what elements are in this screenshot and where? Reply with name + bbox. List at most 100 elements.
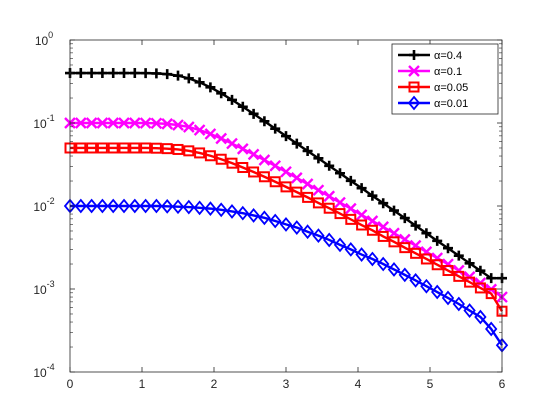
data-point [399,242,411,254]
data-point [356,219,368,231]
data-point [378,198,389,209]
data-point [248,166,260,178]
data-point [301,178,314,190]
x-tick-label: 6 [499,377,506,391]
data-point [97,68,108,79]
data-point [313,153,324,164]
legend-item: α=0.4 [398,50,462,62]
data-point [150,142,162,154]
data-point [453,250,464,261]
data-point [117,198,131,214]
x-tick-label: 3 [283,377,290,391]
data-point [204,128,217,140]
data-point [420,278,433,294]
data-point [237,161,249,173]
data-point [486,273,497,284]
data-point [183,145,195,157]
data-point [215,153,227,165]
data-point [161,143,173,155]
data-point [324,160,335,171]
y-tick-base: 10 [33,283,47,297]
data-point [474,309,487,325]
data-point [247,148,260,161]
data-point [301,224,314,240]
data-point [85,198,98,214]
legend-item: α=0.05 [398,81,468,94]
data-point [409,50,419,60]
data-point [247,208,260,223]
y-tick-label: 10-2 [33,196,54,214]
y-tick-exponent: 0 [48,30,53,40]
series-0 [65,68,507,284]
data-point [431,259,443,271]
data-point [216,88,227,99]
series-3 [63,198,509,353]
data-point [344,202,357,215]
data-point [464,276,476,288]
data-point [388,236,400,248]
y-tick-label: 10-3 [33,279,54,297]
data-point [269,159,282,172]
data-point [269,176,281,188]
data-point [204,201,217,217]
data-point [258,171,270,183]
legend: α=0.4 α=0.1 α=0.05 α=0.01 [391,43,499,115]
data-point [118,142,130,154]
legend-item: α=0.01 [398,95,468,111]
data-point [194,147,206,159]
data-point [128,198,141,214]
data-point [345,213,357,225]
data-point [129,142,141,154]
data-point [312,197,324,209]
data-point [421,228,432,239]
data-point [485,321,498,337]
data-point [356,183,367,194]
data-point [236,205,249,221]
data-point [204,150,216,162]
data-point [150,117,163,130]
data-point [258,210,271,226]
data-point [398,267,411,283]
data-point [367,190,378,201]
data-point [441,290,455,306]
data-point [151,68,162,79]
data-point [344,241,357,257]
data-point [205,82,216,93]
data-point [408,65,420,77]
data-point [323,190,336,203]
data-point [335,168,345,179]
data-point [334,208,346,220]
data-point [225,204,239,219]
data-point [302,145,313,156]
data-point [85,117,98,129]
data-point [139,198,152,214]
data-point [258,154,271,166]
data-point [475,265,486,276]
data-point [366,251,379,267]
data-point [323,232,336,248]
data-point [74,117,87,129]
data-point [464,258,475,269]
data-point [139,117,152,129]
data-point [463,303,476,318]
data-point [389,205,399,216]
data-point [333,237,347,253]
data-point [129,68,140,79]
data-point [172,143,184,155]
data-point [355,209,368,221]
y-tick-exponent: -1 [47,113,55,123]
data-point [107,117,120,129]
y-tick-exponent: -4 [47,362,55,372]
data-point [161,198,174,214]
data-point [162,69,173,80]
data-point [74,198,87,214]
y-tick-label: 100 [35,30,53,48]
data-point [226,157,238,169]
data-point [140,68,151,79]
data-point [269,213,282,229]
data-point [140,142,152,154]
data-point [410,247,422,259]
data-point [259,116,270,127]
data-point [345,175,356,186]
